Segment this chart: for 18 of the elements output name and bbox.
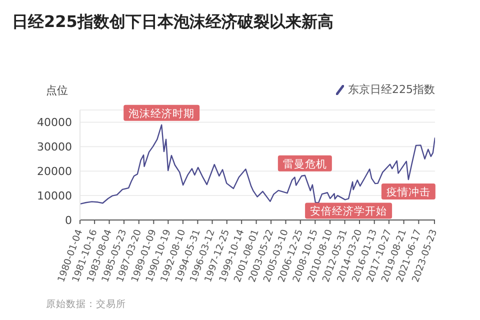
callout-label: 雷曼危机 — [278, 155, 332, 172]
y-axis-title: 点位 — [46, 83, 68, 98]
y-tick-label: 20000 — [37, 165, 72, 178]
y-tick-label: 0 — [65, 214, 72, 227]
callout-label: 疫情冲击 — [381, 184, 436, 200]
text: 原始数据：交易所 — [46, 298, 126, 311]
callout-label: 泡沫经济时期 — [124, 104, 200, 121]
annotation: 疫情冲击 — [386, 186, 430, 199]
annotation: 雷曼危机 — [282, 158, 327, 170]
y-tick-label: 40000 — [37, 116, 72, 130]
annotation: 泡沫经济时期 — [128, 106, 195, 120]
line-series — [80, 124, 435, 205]
y-tick-label: 10000 — [37, 189, 72, 202]
annotation: 安倍经济学开始 — [310, 204, 388, 218]
legend-label: 东京日经225指数 — [347, 82, 435, 97]
callout-label: 安倍经济学开始 — [305, 202, 392, 219]
chart-title: 日经225指数创下日本泡沫经济破裂以来新高 — [12, 12, 334, 33]
y-tick-label: 30000 — [37, 140, 72, 154]
